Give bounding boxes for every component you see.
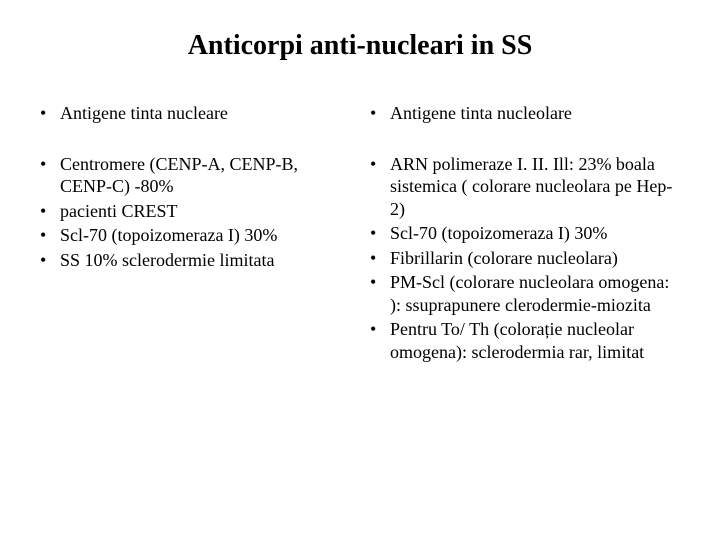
right-list: • ARN polimeraze I. II. Ill: 23% boala s… [370, 153, 680, 364]
list-item-text: pacienti CREST [60, 200, 350, 223]
bullet-icon: • [370, 222, 390, 245]
left-list: • Centromere (CENP-A, CENP-B, CENP-C) -8… [40, 153, 350, 272]
left-column: • Antigene tinta nucleare • Centromere (… [40, 102, 350, 365]
bullet-icon: • [370, 271, 390, 294]
list-item-text: Scl-70 (topoizomeraza I) 30% [60, 224, 350, 247]
list-item: • ARN polimeraze I. II. Ill: 23% boala s… [370, 153, 680, 221]
left-heading-item: • Antigene tinta nucleare [40, 102, 350, 125]
bullet-icon: • [40, 200, 60, 223]
list-item: • SS 10% sclerodermie limitata [40, 249, 350, 272]
list-item: • Fibrillarin (colorare nucleolara) [370, 247, 680, 270]
list-item-text: Centromere (CENP-A, CENP-B, CENP-C) -80% [60, 153, 350, 198]
content-columns: • Antigene tinta nucleare • Centromere (… [40, 102, 680, 365]
list-item-text: SS 10% sclerodermie limitata [60, 249, 350, 272]
list-item: • pacienti CREST [40, 200, 350, 223]
slide-title: Anticorpi anti-nucleari in SS [40, 30, 680, 62]
list-item-text: PM-Scl (colorare nucleolara omogena: ): … [390, 271, 680, 316]
list-item: • Scl-70 (topoizomeraza I) 30% [40, 224, 350, 247]
list-item: • Centromere (CENP-A, CENP-B, CENP-C) -8… [40, 153, 350, 198]
bullet-icon: • [40, 224, 60, 247]
list-item-text: Fibrillarin (colorare nucleolara) [390, 247, 680, 270]
right-column: • Antigene tinta nucleolare • ARN polime… [370, 102, 680, 365]
bullet-icon: • [370, 153, 390, 176]
list-item-text: ARN polimeraze I. II. Ill: 23% boala sis… [390, 153, 680, 221]
bullet-icon: • [370, 247, 390, 270]
bullet-icon: • [40, 249, 60, 272]
list-item-text: Scl-70 (topoizomeraza I) 30% [390, 222, 680, 245]
bullet-icon: • [40, 153, 60, 176]
bullet-icon: • [370, 102, 390, 125]
list-item: • Scl-70 (topoizomeraza I) 30% [370, 222, 680, 245]
right-heading: Antigene tinta nucleolare [390, 102, 680, 125]
left-heading: Antigene tinta nucleare [60, 102, 350, 125]
list-item: • PM-Scl (colorare nucleolara omogena: )… [370, 271, 680, 316]
right-heading-item: • Antigene tinta nucleolare [370, 102, 680, 125]
list-item: • Pentru To/ Th (colorație nucleolar omo… [370, 318, 680, 363]
bullet-icon: • [40, 102, 60, 125]
bullet-icon: • [370, 318, 390, 341]
list-item-text: Pentru To/ Th (colorație nucleolar omoge… [390, 318, 680, 363]
